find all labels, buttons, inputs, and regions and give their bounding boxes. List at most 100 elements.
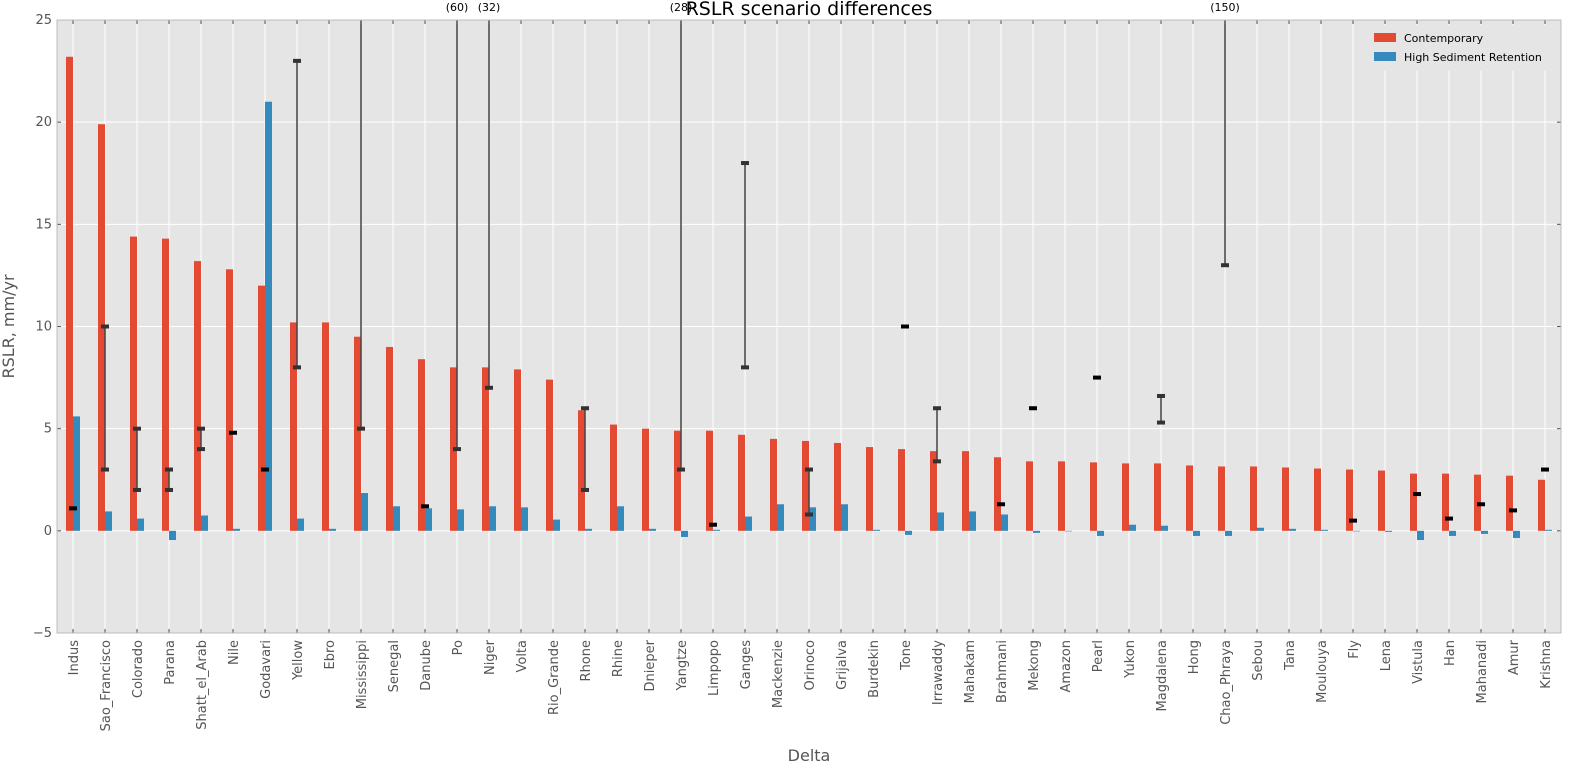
x-tick-label-Mississippi: Mississippi — [355, 640, 370, 709]
observed-range-Pearl — [1093, 375, 1101, 380]
observed-range-Niger — [485, 20, 493, 390]
bar-high-sediment-Krishna — [1545, 529, 1552, 531]
bar-contemporary-Moulouya — [1314, 468, 1321, 531]
bar-high-sediment-Magdalena — [1161, 525, 1168, 531]
bar-contemporary-Vistula — [1410, 473, 1417, 531]
bar-contemporary-Senegal — [386, 346, 393, 531]
observed-range-Rhone — [581, 406, 589, 492]
y-tick-label: −5 — [33, 626, 52, 641]
bar-high-sediment-Volta — [521, 507, 528, 531]
bar-high-sediment-Rio_Grande — [553, 519, 560, 531]
annotation-Po: (60) — [446, 1, 469, 14]
x-tick-label-Colorado: Colorado — [131, 640, 146, 698]
bar-contemporary-Godavari — [258, 285, 265, 531]
x-tick-label-Irrawaddy: Irrawaddy — [931, 640, 946, 705]
observed-range-Brahmani — [997, 502, 1005, 507]
observed-range-Han — [1445, 516, 1453, 521]
bar-high-sediment-Fly — [1353, 530, 1360, 532]
observed-range-Yellow — [293, 58, 301, 370]
x-tick-label-Dnieper: Dnieper — [643, 639, 658, 691]
bar-high-sediment-Mackenzie — [777, 504, 784, 531]
bar-high-sediment-Mahanadi — [1481, 530, 1488, 534]
bar-contemporary-Burdekin — [866, 447, 873, 531]
observed-range-Magdalena — [1157, 393, 1165, 425]
x-tick-label-Mekong: Mekong — [1027, 640, 1042, 691]
bar-contemporary-Orinoco — [802, 440, 809, 531]
y-tick-label: 20 — [35, 115, 52, 130]
bar-contemporary-Tone — [898, 449, 905, 531]
bar-contemporary-Volta — [514, 369, 521, 531]
bar-high-sediment-Rhone — [585, 528, 592, 531]
x-tick-label-Volta: Volta — [515, 640, 530, 673]
x-tick-label-Magdalena: Magdalena — [1155, 640, 1170, 711]
bar-contemporary-Pearl — [1090, 462, 1097, 531]
annotation-Yangtze: (28) — [670, 1, 693, 14]
x-tick-label-Shatt_el_Arab: Shatt_el_Arab — [195, 640, 210, 730]
y-tick-label: 10 — [35, 320, 52, 335]
observed-range-Mississippi — [357, 20, 365, 431]
bar-contemporary-Nile — [226, 269, 233, 531]
observed-range-Colorado — [133, 426, 141, 492]
bar-high-sediment-Mississippi — [361, 493, 368, 531]
bar-contemporary-Rhine — [610, 424, 617, 531]
bar-high-sediment-Tone — [905, 530, 912, 535]
annotation-Niger: (32) — [478, 1, 501, 14]
bar-contemporary-Amur — [1506, 475, 1513, 531]
observed-range-Sao_Francisco — [101, 324, 109, 472]
bar-contemporary-Ganges — [738, 434, 745, 531]
x-tick-label-Amazon: Amazon — [1059, 640, 1074, 693]
x-tick-label-Godavari: Godavari — [259, 640, 274, 699]
bar-high-sediment-Mahakam — [969, 511, 976, 531]
x-tick-label-Lena: Lena — [1379, 640, 1394, 671]
observed-range-Yangtze — [677, 20, 685, 472]
x-tick-label-Senegal: Senegal — [387, 640, 402, 692]
bar-contemporary-Yellow — [290, 322, 297, 531]
bar-high-sediment-Yukon — [1129, 524, 1136, 531]
bar-contemporary-Rhone — [578, 410, 585, 531]
bar-high-sediment-Lena — [1385, 530, 1392, 532]
x-tick-label-Yellow: Yellow — [291, 640, 306, 681]
x-tick-label-Mahakam: Mahakam — [963, 640, 978, 703]
legend-label-0: Contemporary — [1404, 32, 1484, 45]
observed-range-Vistula — [1413, 492, 1421, 497]
observed-range-Danube — [421, 504, 429, 509]
observed-range-Indus — [69, 506, 77, 511]
y-tick-label: 25 — [35, 13, 52, 28]
x-tick-label-Han: Han — [1443, 640, 1458, 666]
bar-high-sediment-Parana — [169, 530, 176, 541]
bar-contemporary-Mahakam — [962, 451, 969, 531]
bar-high-sediment-Danube — [425, 508, 432, 531]
bar-contemporary-Rio_Grande — [546, 379, 553, 531]
bar-high-sediment-Brahmani — [1001, 514, 1008, 531]
x-tick-label-Sebou: Sebou — [1251, 640, 1266, 681]
x-tick-label-Nile: Nile — [227, 640, 242, 665]
observed-range-Fly — [1349, 518, 1357, 523]
x-tick-label-Orinoco: Orinoco — [803, 640, 818, 691]
observed-range-Mekong — [1029, 406, 1037, 411]
bar-contemporary-Yangtze — [674, 430, 681, 531]
x-tick-label-Moulouya: Moulouya — [1315, 640, 1330, 703]
bar-high-sediment-Niger — [489, 506, 496, 531]
bar-contemporary-Mackenzie — [770, 438, 777, 531]
bar-high-sediment-Yellow — [297, 518, 304, 531]
observed-range-Po — [453, 20, 461, 452]
bar-contemporary-Lena — [1378, 470, 1385, 531]
bar-high-sediment-Yangtze — [681, 530, 688, 537]
x-tick-label-Parana: Parana — [163, 640, 178, 685]
bar-contemporary-Ebro — [322, 322, 329, 531]
bar-high-sediment-Indus — [73, 416, 80, 531]
x-tick-label-Ganges: Ganges — [739, 640, 754, 690]
bar-high-sediment-Sebou — [1257, 527, 1264, 531]
observed-range-Chao_Phraya — [1221, 20, 1229, 268]
bar-high-sediment-Senegal — [393, 506, 400, 531]
observed-range-Shatt_el_Arab — [197, 426, 205, 452]
bar-contemporary-Brahmani — [994, 457, 1001, 531]
bar-high-sediment-Amazon — [1065, 530, 1072, 532]
bar-high-sediment-Burdekin — [873, 529, 880, 531]
bar-high-sediment-Mekong — [1033, 530, 1040, 533]
bar-contemporary-Danube — [418, 359, 425, 531]
legend-label-1: High Sediment Retention — [1404, 51, 1542, 64]
y-tick-label: 5 — [44, 422, 52, 437]
bar-high-sediment-Han — [1449, 530, 1456, 536]
bar-high-sediment-Vistula — [1417, 530, 1424, 541]
